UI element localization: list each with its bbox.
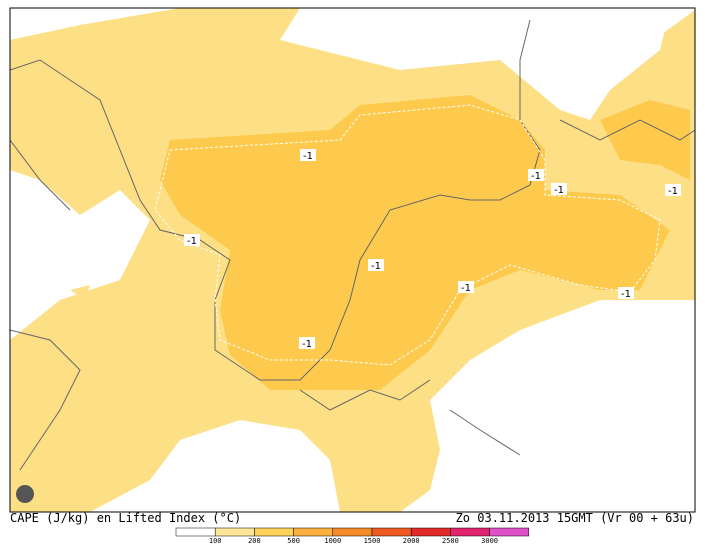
contour-label: -1 — [461, 283, 471, 294]
contour-label-box — [618, 287, 634, 299]
colorbar-segment — [332, 527, 373, 537]
colorbar-label: 3000 — [481, 537, 498, 545]
contour-label-box — [300, 149, 316, 161]
contour-label-box — [665, 184, 681, 196]
contour-label: -1 — [668, 186, 678, 197]
logo — [16, 485, 34, 503]
cape-medium — [160, 95, 690, 390]
colorbar-segment — [489, 527, 530, 537]
contour-label: -1 — [371, 261, 381, 272]
cape-white-patch — [530, 10, 670, 120]
contour-label-box — [368, 259, 384, 271]
colorbar-segment — [214, 527, 255, 537]
colorbar-segment — [410, 527, 451, 537]
colorbar-label: 1500 — [364, 537, 381, 545]
lifted-index-contour — [154, 104, 661, 366]
colorbar-label: 2000 — [403, 537, 420, 545]
colorbar-segment — [254, 527, 294, 537]
colorbar-label: 100 — [209, 537, 222, 545]
valid-time: Zo 03.11.2013 15GMT (Vr 00 + 63u) — [456, 511, 694, 525]
colorbar-label: 500 — [287, 537, 300, 545]
contour-label-box — [184, 234, 200, 246]
colorbar-segment — [371, 527, 412, 537]
contour-label: -1 — [187, 236, 197, 247]
contour-labels: -1 -1 -1 -1 -1 -1 -1 -1 -1 — [184, 149, 681, 350]
contour-label-box — [458, 281, 474, 293]
colorbar-segment — [293, 527, 334, 537]
contour-label: -1 — [554, 185, 564, 196]
contour-label: -1 — [621, 289, 631, 300]
contour-label: -1 — [303, 151, 313, 162]
colorbar: 100 200 500 1000 1500 2000 2500 3000 — [175, 527, 530, 545]
map-frame — [9, 7, 696, 513]
colorbar-segment — [175, 527, 216, 537]
contour-label-box — [299, 337, 315, 349]
colorbar-label: 2500 — [442, 537, 459, 545]
map-title: CAPE (J/kg) en Lifted Index (°C) — [10, 511, 241, 525]
map — [10, 8, 695, 512]
colorbar-label: 1000 — [324, 537, 341, 545]
contour-label-box — [528, 169, 544, 181]
coastline — [10, 19, 695, 471]
colorbar-segment — [450, 527, 490, 537]
contour-label-box — [551, 183, 567, 195]
colorbar-label: 200 — [248, 537, 261, 545]
contour-label: -1 — [531, 171, 541, 182]
contour-label: -1 — [302, 339, 312, 350]
